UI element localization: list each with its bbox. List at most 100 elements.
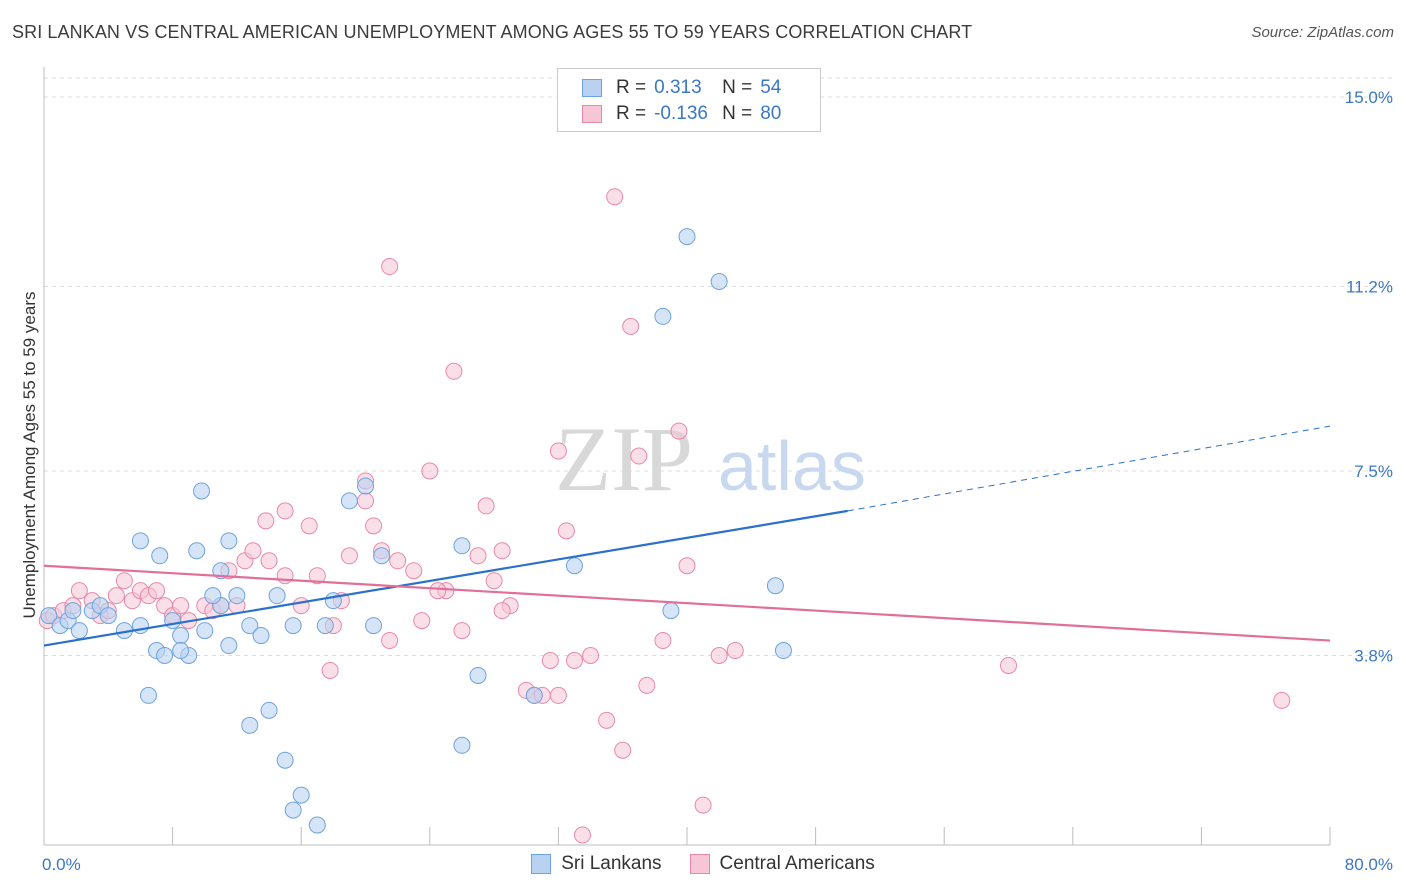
data-point-sri-lankan — [284, 801, 302, 819]
central-americans-points — [38, 188, 1291, 844]
data-point-central-american — [574, 826, 592, 844]
data-point-central-american — [606, 188, 624, 206]
trend-lines — [43, 425, 1331, 647]
data-point-central-american — [308, 567, 326, 585]
data-point-central-american — [300, 517, 318, 535]
data-point-sri-lankan — [276, 751, 294, 769]
data-point-central-american — [493, 542, 511, 560]
legend-item-central-americans[interactable]: Central Americans — [689, 853, 875, 875]
sri-lankans-points — [40, 228, 792, 834]
chart-title: SRI LANKAN VS CENTRAL AMERICAN UNEMPLOYM… — [12, 22, 973, 42]
data-point-sri-lankan — [525, 686, 543, 704]
data-point-sri-lankan — [292, 786, 310, 804]
data-point-central-american — [1000, 656, 1017, 674]
data-point-central-american — [70, 582, 88, 600]
legend-row-sri-lankans: R = 0.313 N = 54 — [582, 76, 781, 100]
data-point-central-american — [1273, 691, 1291, 709]
y-tick-label: 11.2% — [1346, 277, 1393, 296]
data-point-central-american — [622, 317, 640, 335]
axes — [43, 67, 1331, 846]
data-point-sri-lankan — [469, 666, 487, 684]
x-tick-label: 80.0% — [1345, 855, 1393, 874]
data-point-sri-lankan — [453, 537, 471, 555]
data-point-sri-lankan — [172, 642, 190, 660]
data-point-central-american — [694, 796, 712, 814]
legend-r-value: 0.313 — [654, 77, 702, 98]
data-point-sri-lankan — [139, 686, 157, 704]
data-point-sri-lankan — [193, 482, 211, 500]
legend-r-label: R = — [616, 103, 647, 124]
data-point-central-american — [493, 602, 511, 620]
data-point-central-american — [357, 492, 374, 510]
data-point-sri-lankan — [64, 602, 82, 620]
data-point-central-american — [257, 512, 275, 530]
legend-n-value: 80 — [760, 103, 782, 124]
data-point-central-american — [565, 651, 583, 669]
x-tick-label: 0.0% — [42, 855, 81, 874]
data-point-central-american — [477, 497, 495, 515]
data-point-central-american — [321, 661, 339, 679]
data-point-central-american — [260, 552, 278, 570]
trend-line-sri-lankans — [43, 509, 848, 647]
y-tick-labels: 3.8% 7.5% 11.2% 15.0% — [1345, 88, 1393, 666]
data-point-central-american — [726, 642, 744, 660]
data-point-central-american — [485, 572, 503, 590]
data-point-central-american — [710, 647, 728, 665]
data-point-sri-lankan — [284, 617, 302, 635]
data-point-central-american — [541, 651, 559, 669]
data-point-sri-lankan — [766, 577, 784, 595]
data-point-central-american — [421, 462, 439, 480]
data-point-central-american — [549, 442, 567, 460]
data-point-sri-lankan — [365, 617, 383, 635]
legend-r-label: R = — [616, 77, 647, 98]
data-point-sri-lankan — [172, 627, 190, 645]
data-point-sri-lankan — [70, 622, 88, 640]
data-point-central-american — [405, 562, 423, 580]
data-point-sri-lankan — [373, 547, 391, 565]
legend-row-central-americans: R = -0.136 N = 80 — [582, 102, 781, 126]
legend-n-value: 54 — [760, 77, 782, 98]
watermark-zip: ZIP — [555, 408, 693, 510]
data-point-sri-lankan — [662, 602, 680, 620]
data-point-sri-lankan — [40, 607, 58, 625]
data-point-sri-lankan — [204, 587, 222, 605]
data-point-central-american — [654, 632, 672, 650]
data-point-central-american — [429, 582, 447, 600]
legend-item-sri-lankans[interactable]: Sri Lankans — [531, 853, 662, 875]
data-point-central-american — [557, 522, 575, 540]
data-point-sri-lankan — [340, 492, 358, 510]
data-point-central-american — [365, 517, 383, 535]
data-point-sri-lankan — [308, 816, 326, 834]
data-point-sri-lankan — [228, 587, 246, 605]
data-point-sri-lankan — [260, 701, 278, 719]
data-point-central-american — [598, 711, 616, 729]
y-tick-label: 7.5% — [1354, 462, 1393, 481]
data-point-sri-lankan — [316, 617, 334, 635]
data-point-sri-lankan — [196, 622, 214, 640]
x-tick-labels: 0.0% 80.0% — [42, 855, 1393, 874]
data-point-sri-lankan — [453, 736, 471, 754]
series-legend: Sri Lankans Central Americans — [0, 852, 1406, 876]
data-point-central-american — [276, 502, 294, 520]
legend-swatch-blue — [531, 854, 552, 874]
data-point-central-american — [582, 647, 600, 665]
data-point-sri-lankan — [156, 647, 174, 665]
data-point-central-american — [107, 587, 125, 605]
y-tick-label: 3.8% — [1354, 647, 1393, 666]
data-point-central-american — [381, 258, 399, 276]
data-point-central-american — [172, 597, 190, 615]
data-point-central-american — [115, 572, 133, 590]
data-point-sri-lankan — [99, 607, 117, 625]
data-point-central-american — [244, 542, 262, 560]
legend-swatch-pink — [689, 854, 710, 874]
data-point-sri-lankan — [241, 716, 259, 734]
trend-line-sri-lankans-extension — [847, 425, 1331, 512]
legend-label: Sri Lankans — [561, 853, 662, 874]
watermark-atlas: atlas — [718, 427, 866, 505]
data-point-central-american — [389, 552, 407, 570]
data-point-central-american — [469, 547, 487, 565]
data-point-central-american — [630, 447, 648, 465]
legend-n-label: N = — [722, 103, 753, 124]
legend-swatch-blue — [582, 79, 602, 97]
